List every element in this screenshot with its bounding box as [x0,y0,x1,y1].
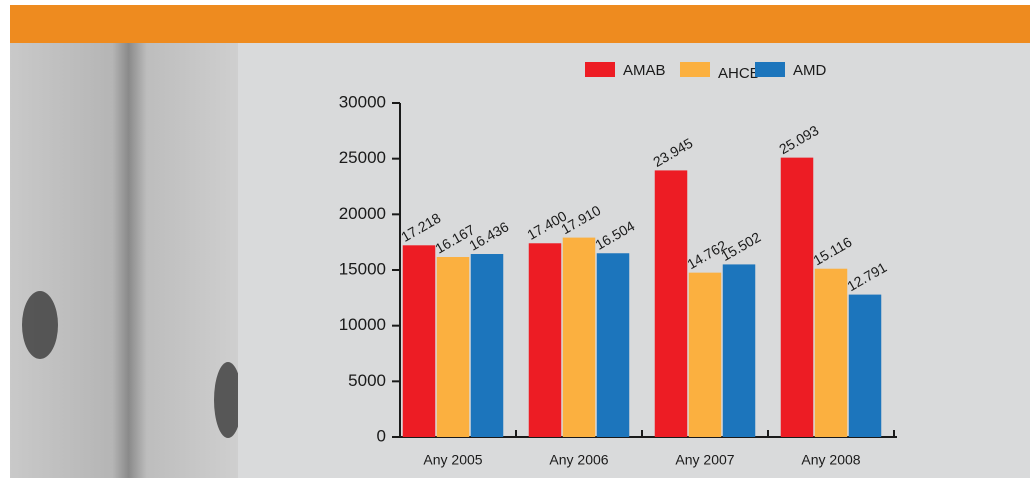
photo-detail [22,291,58,359]
bar [436,257,470,437]
header-bar [10,5,1030,43]
legend-swatch [680,62,710,77]
legend-swatch [585,62,615,77]
bar [596,253,630,437]
legend-swatch [755,62,785,77]
x-tick-label: Any 2006 [549,452,608,468]
x-tick-label: Any 2008 [801,452,860,468]
bar [470,254,504,437]
photo [10,43,238,478]
bar [814,268,848,437]
bar [562,237,596,437]
y-tick-label: 10000 [339,315,386,334]
bar [848,294,882,437]
y-tick-label: 0 [377,426,386,445]
x-tick-label: Any 2005 [423,452,482,468]
y-tick-label: 25000 [339,148,386,167]
x-tick-label: Any 2007 [675,452,734,468]
bar [654,170,688,437]
legend-label: AMD [793,62,827,79]
bar [402,245,436,437]
bar [722,264,756,437]
legend-label: AMAB [623,62,666,79]
y-tick-label: 20000 [339,204,386,223]
legend-label: AHCB [718,65,760,82]
y-tick-label: 5000 [348,371,386,390]
y-tick-label: 30000 [339,92,386,111]
bar [780,157,814,437]
bar [528,243,562,437]
chart-panel [238,43,1030,478]
y-tick-label: 15000 [339,259,386,278]
bar [688,272,722,437]
photo-detail [214,362,242,438]
